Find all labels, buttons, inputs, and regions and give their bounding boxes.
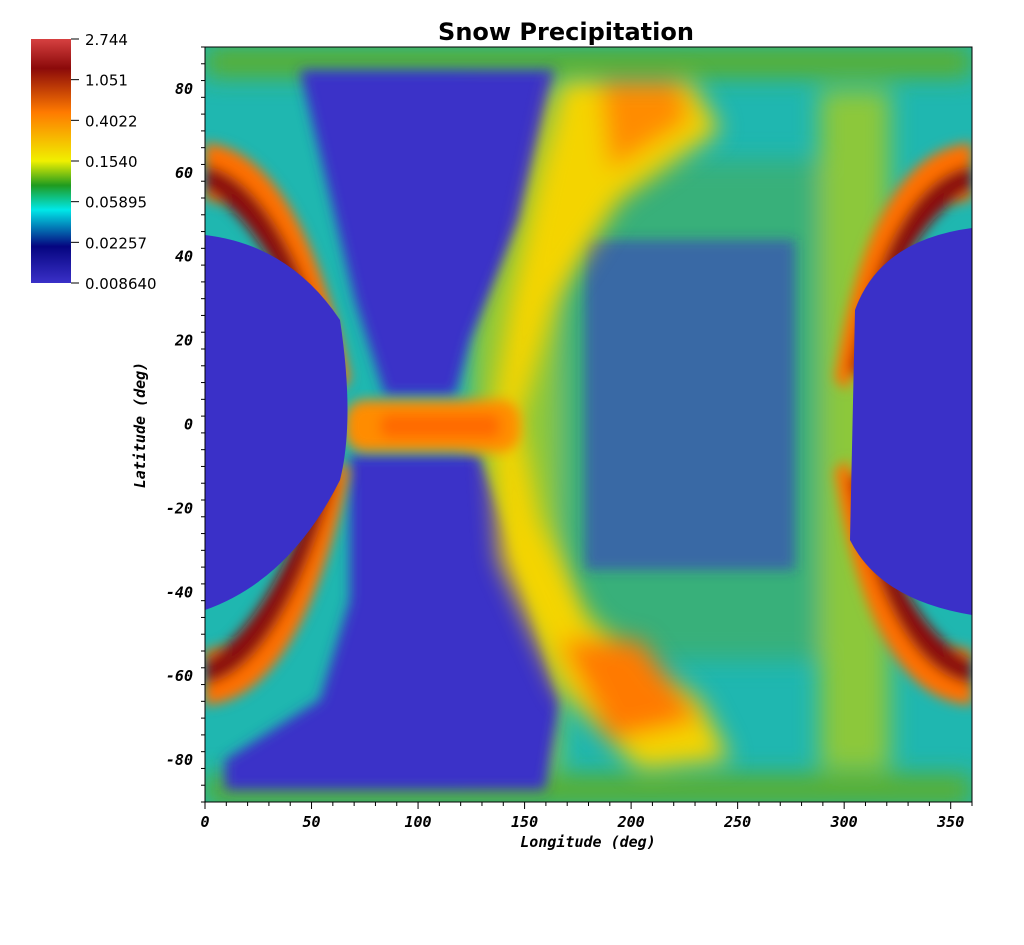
y-tick-label: 0: [184, 416, 193, 434]
colorbar-label: 2.744: [85, 31, 128, 49]
y-tick-label: 60: [175, 164, 193, 182]
x-tick-label: 0: [200, 813, 209, 831]
x-axis: 0 50 100 150 200 250 300 350: [200, 802, 973, 831]
y-tick-label: 20: [174, 332, 193, 350]
y-axis-label: Latitude (deg): [131, 362, 149, 488]
x-tick-label: 200: [617, 813, 645, 831]
colorbar-gradient: [31, 39, 71, 283]
colorbar-label: 0.1540: [85, 153, 138, 171]
heatmap-plot-area: [205, 47, 972, 802]
colorbar-label: 0.02257: [85, 234, 147, 252]
colorbar-label: 0.05895: [85, 194, 147, 212]
y-tick-label: -80: [166, 751, 193, 769]
y-axis: 80 60 40 20 0 -20 -40 -60 -80: [166, 46, 205, 803]
colorbar-label: 0.008640: [85, 275, 157, 293]
y-tick-label: -20: [166, 499, 193, 517]
y-tick-label: -60: [166, 667, 193, 685]
x-tick-label: 50: [302, 813, 320, 831]
colorbar-label: 1.051: [85, 72, 128, 90]
chart-title: Snow Precipitation: [438, 18, 694, 46]
x-tick-label: 150: [511, 813, 538, 831]
x-axis-label: Longitude (deg): [520, 833, 655, 851]
x-tick-label: 100: [405, 813, 432, 831]
heatmap-layer-equator: [345, 400, 520, 452]
x-tick-label: 350: [936, 813, 964, 831]
heatmap-layer-flat-patches: [205, 228, 972, 615]
y-tick-label: -40: [166, 583, 193, 601]
heatmap-layer-moist: [490, 80, 730, 770]
x-tick-label: 300: [830, 813, 858, 831]
y-tick-label: 80: [175, 80, 193, 98]
x-tick-label: 250: [723, 813, 751, 831]
heatmap-layer-dry: [225, 70, 795, 790]
colorbar: 2.744 1.051 0.4022 0.1540 0.05895 0.02257 0.00…: [31, 31, 157, 293]
y-tick-label: 40: [175, 248, 193, 266]
colorbar-label: 0.4022: [85, 112, 138, 130]
